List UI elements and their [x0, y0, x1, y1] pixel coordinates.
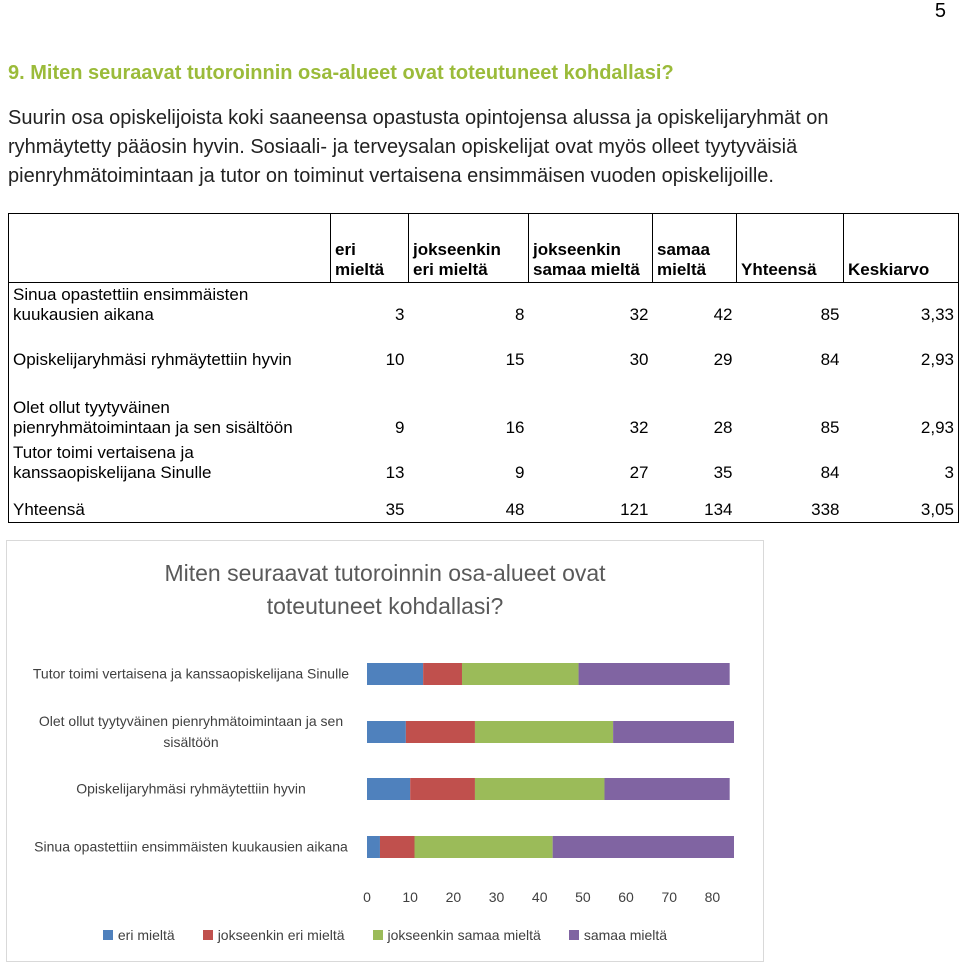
bar-segment [405, 721, 475, 743]
header-cell: jokseenkin eri mieltä [408, 213, 529, 283]
bar-segment [367, 663, 424, 685]
plot: 0 10 20 30 40 50 60 70 80 [363, 663, 734, 905]
table-cell: 338 [811, 500, 840, 519]
legend-label: samaa mieltä [583, 927, 668, 943]
bar-segment [613, 721, 734, 743]
table-cell: 13 [385, 462, 405, 482]
table-cell: 121 [620, 500, 649, 519]
table-cell: 27 [629, 462, 649, 482]
bar-segment [604, 778, 730, 800]
legend-label: eri mieltä [117, 927, 175, 943]
category-label: Tutor toimi vertaisena ja kanssaopiskeli… [32, 665, 350, 682]
header-cell [8, 213, 331, 283]
table-cell: Yhteensä [13, 500, 85, 519]
legend-item: jokseenkin samaa mieltä [372, 927, 541, 943]
bar-segment [552, 836, 734, 858]
legend-swatch [568, 930, 579, 940]
table-row: Tutor toimi vertaisena ja kanssaopiskeli… [9, 440, 959, 485]
bar-segment [367, 778, 411, 800]
table-cell: 32 [629, 417, 649, 437]
bar-segment [461, 663, 579, 685]
x-tick-label: 60 [618, 889, 634, 905]
bar-segment [414, 836, 553, 858]
table-cell: 2,93 [920, 417, 954, 437]
legend-label: jokseenkin samaa mieltä [387, 927, 541, 943]
table-cell: Olet ollut tyytyväinen pienryhmätoiminta… [13, 397, 293, 437]
legend-swatch [202, 930, 213, 940]
table-cell: 35 [385, 500, 405, 519]
table-cell: Opiskelijaryhmäsi ryhmäytettiin hyvin [13, 349, 292, 369]
table-cell: 3,33 [920, 304, 954, 324]
legend-label: jokseenkin eri mieltä [217, 927, 345, 943]
bar-segment [367, 721, 406, 743]
table-cell: 3,05 [920, 500, 954, 519]
legend-swatch [372, 930, 383, 940]
category-label: Olet ollut tyytyväinen pienryhmätoiminta… [38, 713, 344, 750]
x-tick-label: 70 [661, 889, 677, 905]
table-cell: 85 [820, 304, 840, 324]
table: eri mieltä jokseenkin eri mieltä jokseenki… [8, 213, 959, 523]
x-tick-label: 0 [363, 889, 371, 905]
table-cell: Sinua opastettiin ensimmäisten kuukausie… [13, 284, 249, 324]
table-row: Olet ollut tyytyväinen pienryhmätoiminta… [9, 372, 959, 440]
table-cell: 8 [515, 304, 525, 324]
page-number: 5 [934, 0, 946, 22]
table-cell: 28 [713, 417, 733, 437]
table-cell: 2,93 [920, 349, 954, 369]
chart: Miten seuraavat tutoroinnin osa-alueet o… [6, 540, 764, 962]
legend-swatch [102, 930, 113, 940]
bar-segment [474, 721, 614, 743]
table-row: Yhteensä 35 48 121 134 338 3,05 [9, 485, 959, 523]
legend-item: eri mieltä [102, 927, 175, 943]
x-tick-label: 20 [446, 889, 462, 905]
bar-segment [578, 663, 730, 685]
table-cell: 30 [629, 349, 649, 369]
table-cell: 42 [713, 304, 733, 324]
table-cell: 3 [944, 462, 954, 482]
bar-segment [410, 778, 475, 800]
table-cell: 85 [820, 417, 840, 437]
heading: 9. Miten seuraavat tutoroinnin osa-aluee… [8, 62, 674, 84]
x-tick-label: 80 [705, 889, 721, 905]
table-row: Opiskelijaryhmäsi ryhmäytettiin hyvin 10 1… [9, 327, 959, 372]
x-tick-label: 10 [402, 889, 418, 905]
bar-segment [379, 836, 415, 858]
category-label: Opiskelijaryhmäsi ryhmäytettiin hyvin [76, 780, 306, 797]
table-cell: 10 [385, 349, 405, 369]
x-tick-label: 50 [575, 889, 591, 905]
table-cell: 3 [395, 304, 405, 324]
table-cell: 16 [505, 417, 525, 437]
chart-title: Miten seuraavat tutoroinnin osa-alueet o… [7, 557, 763, 623]
table-cell: 48 [505, 500, 525, 519]
table-cell: 84 [820, 462, 840, 482]
legend-item: jokseenkin eri mieltä [202, 927, 345, 943]
table-cell: 134 [704, 500, 733, 519]
table-cell: 15 [505, 349, 525, 369]
chart-title-text: Miten seuraavat tutoroinnin osa-alueet o… [164, 560, 606, 619]
table-cell: 32 [629, 304, 649, 324]
bar-segment [423, 663, 462, 685]
header-cell: eri mieltä [330, 213, 409, 283]
table-row: Sinua opastettiin ensimmäisten kuukausie… [9, 283, 959, 327]
paragraph: Suurin osa opiskelijoista koki saaneensa… [8, 107, 829, 187]
bar-segment [474, 778, 605, 800]
legend: eri mieltä jokseenkin eri mieltä jokseenki… [7, 927, 763, 943]
category-label: Sinua opastettiin ensimmäisten kuukausie… [34, 838, 348, 855]
table-cell: 84 [820, 349, 840, 369]
table-cell: 35 [713, 462, 733, 482]
table-cell: 29 [713, 349, 733, 369]
header-cell: Yhteensä [736, 213, 844, 283]
table-cell: 9 [515, 462, 525, 482]
legend-item: samaa mieltä [568, 927, 668, 943]
header-cell: samaa mieltä [652, 213, 737, 283]
x-tick-label: 30 [489, 889, 505, 905]
bar-segment [367, 836, 380, 858]
header-cell: jokseenkin samaa mieltä [528, 213, 653, 283]
x-tick-label: 40 [532, 889, 548, 905]
header-cell: Keskiarvo [843, 213, 959, 283]
table-cell: Tutor toimi vertaisena ja kanssaopiskeli… [13, 442, 212, 482]
header-row: eri mieltä jokseenkin eri mieltä jokseenki… [8, 213, 959, 283]
table-cell: 9 [395, 417, 405, 437]
